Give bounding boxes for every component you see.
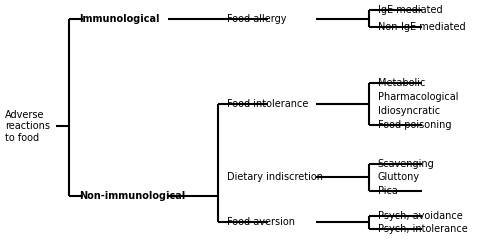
Text: Pharmacological: Pharmacological (378, 92, 458, 102)
Text: Food poisoning: Food poisoning (378, 120, 451, 130)
Text: Scavenging: Scavenging (378, 159, 434, 169)
Text: Metabolic: Metabolic (378, 78, 425, 88)
Text: Food intolerance: Food intolerance (226, 99, 308, 109)
Text: Idiosyncratic: Idiosyncratic (378, 105, 440, 116)
Text: Immunological: Immunological (80, 14, 160, 24)
Text: Non-IgE mediated: Non-IgE mediated (378, 22, 465, 32)
Text: Food allergy: Food allergy (226, 14, 286, 24)
Text: Dietary indiscretion: Dietary indiscretion (226, 172, 322, 182)
Text: Pica: Pica (378, 186, 398, 196)
Text: IgE mediated: IgE mediated (378, 5, 442, 15)
Text: Adverse
reactions
to food: Adverse reactions to food (5, 110, 50, 143)
Text: Non-immunological: Non-immunological (80, 191, 186, 201)
Text: Food aversion: Food aversion (226, 217, 294, 227)
Text: Psych, intolerance: Psych, intolerance (378, 225, 468, 234)
Text: Psych, avoidance: Psych, avoidance (378, 211, 462, 221)
Text: Gluttony: Gluttony (378, 172, 420, 182)
